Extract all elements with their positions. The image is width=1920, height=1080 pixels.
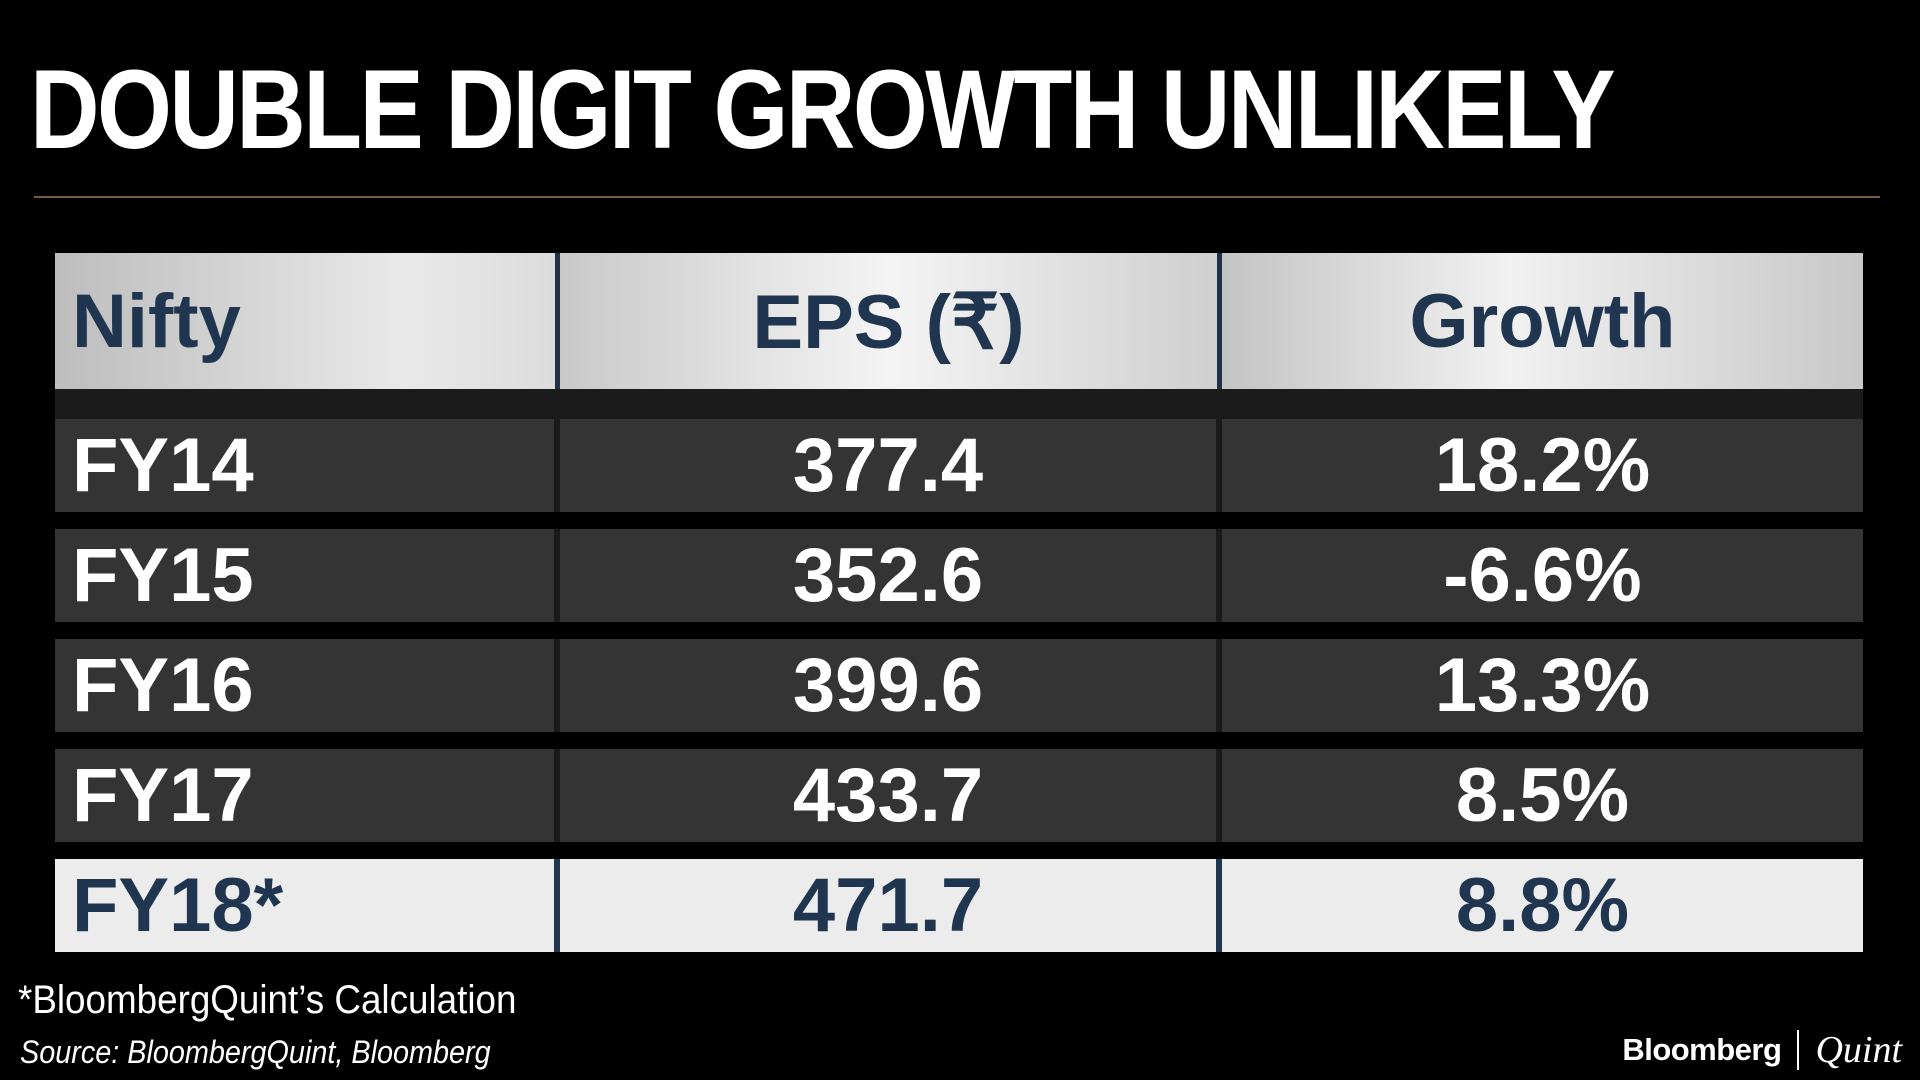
row-label: FY17 xyxy=(55,749,560,842)
row-label: FY18* xyxy=(55,859,560,952)
row-label: FY16 xyxy=(55,639,560,732)
row-growth: 13.3% xyxy=(1222,639,1863,732)
table-header-row: Nifty EPS (₹) Growth xyxy=(55,253,1863,389)
header-spacer xyxy=(55,389,1863,419)
row-eps: 433.7 xyxy=(560,749,1222,842)
table-row: FY16 399.6 13.3% xyxy=(55,639,1863,732)
source-note: Source: BloombergQuint, Bloomberg xyxy=(20,1034,491,1070)
row-label: FY14 xyxy=(55,419,560,512)
row-eps: 352.6 xyxy=(560,529,1222,622)
header-nifty: Nifty xyxy=(55,253,560,389)
row-eps: 377.4 xyxy=(560,419,1222,512)
table-row: FY17 433.7 8.5% xyxy=(55,749,1863,842)
row-eps: 399.6 xyxy=(560,639,1222,732)
brand-primary: Bloomberg xyxy=(1622,1032,1782,1067)
title-divider xyxy=(34,196,1880,198)
brand-logo: Bloomberg Quint xyxy=(1622,1028,1902,1072)
table-row: FY15 352.6 -6.6% xyxy=(55,529,1863,622)
row-growth: -6.6% xyxy=(1222,529,1863,622)
row-eps: 471.7 xyxy=(560,859,1222,952)
table-row: FY18* 471.7 8.8% xyxy=(55,859,1863,952)
brand-divider xyxy=(1797,1030,1800,1070)
table-body: FY14 377.4 18.2% FY15 352.6 -6.6% FY16 399.6 13.… xyxy=(55,419,1863,952)
row-label: FY15 xyxy=(55,529,560,622)
row-growth: 8.5% xyxy=(1222,749,1863,842)
table-row: FY14 377.4 18.2% xyxy=(55,419,1863,512)
data-table: Nifty EPS (₹) Growth FY14 377.4 18.2% FY15 3… xyxy=(55,253,1863,969)
footnote: *BloombergQuint’s Calculation xyxy=(18,978,517,1022)
row-growth: 18.2% xyxy=(1222,419,1863,512)
row-growth: 8.8% xyxy=(1222,859,1863,952)
header-growth: Growth xyxy=(1222,253,1863,389)
chart-title: DOUBLE DIGIT GROWTH UNLIKELY xyxy=(30,47,1616,172)
header-eps: EPS (₹) xyxy=(560,253,1222,389)
brand-secondary: Quint xyxy=(1815,1029,1902,1071)
